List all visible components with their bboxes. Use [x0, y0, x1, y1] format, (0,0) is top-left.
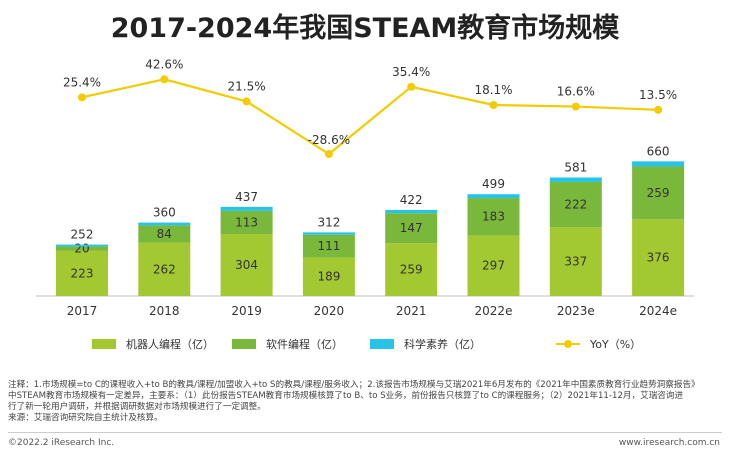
- data-label-robot-2023e: 337: [564, 255, 587, 269]
- bar-segment-science-2023e: [549, 177, 602, 182]
- yoy-label-2019: 21.5%: [228, 79, 266, 93]
- legend-swatch-yoy: [556, 339, 580, 349]
- yoy-label-2021: 35.4%: [392, 65, 430, 79]
- bar-segment-software-2020: [302, 234, 355, 258]
- yoy-point-2021: [407, 82, 416, 91]
- footer-divider: [8, 432, 722, 433]
- legend-label-yoy: YoY（%）: [590, 338, 642, 351]
- footer-website: www.iresearch.com.cn: [618, 438, 720, 448]
- bar-segment-science-2017: [56, 244, 108, 247]
- data-label-software-2017: 20: [74, 241, 89, 255]
- yoy-point-2022e: [489, 100, 498, 109]
- chart-notes: 注释：1.市场规模=to C的课程收入+to B的教具/课程/加盟收入+to S…: [8, 380, 722, 424]
- x-tick-label-2017: 2017: [67, 304, 98, 318]
- yoy-label-2017: 25.4%: [63, 75, 101, 89]
- bar-segment-robot-2017: [56, 250, 108, 296]
- yoy-point-2024e: [654, 105, 663, 114]
- data-label-robot-2018: 262: [153, 262, 176, 276]
- yoy-line: [81, 78, 659, 156]
- yoy-label-2023e: 16.6%: [557, 85, 595, 99]
- data-label-robot-2020: 189: [317, 270, 340, 284]
- total-label-2022e: 499: [482, 177, 505, 191]
- bar-segment-robot-2020: [302, 257, 355, 296]
- bar-segment-software-2024e: [632, 166, 685, 220]
- total-label-2017: 252: [71, 228, 94, 242]
- yoy-label-2022e: 18.1%: [474, 83, 512, 97]
- total-label-2023e: 581: [564, 160, 587, 174]
- legend-label-robot: 机器人编程（亿）: [126, 338, 214, 351]
- bar-segment-software-2019: [220, 210, 273, 234]
- total-label-2021: 422: [400, 193, 423, 207]
- yoy-label-2024e: 13.5%: [639, 88, 677, 102]
- x-tick-label-2021: 2021: [396, 304, 427, 318]
- bar-segment-science-2018: [138, 222, 191, 226]
- yoy-point-2023e: [571, 102, 580, 111]
- bar-segment-science-2020: [302, 232, 355, 235]
- data-label-software-2020: 111: [317, 239, 340, 253]
- legend-item-robot: 机器人编程（亿）: [92, 336, 214, 352]
- bar-segment-software-2023e: [549, 181, 602, 228]
- data-label-robot-2022e: 297: [482, 259, 505, 273]
- bar-segment-science-2022e: [467, 194, 520, 199]
- data-label-software-2024e: 259: [647, 186, 670, 200]
- yoy-label-2018: 42.6%: [145, 57, 183, 71]
- bar-segment-science-2024e: [632, 161, 685, 167]
- legend-swatch-science: [370, 339, 394, 349]
- total-label-2020: 312: [317, 215, 340, 229]
- yoy-point-2020: [324, 150, 333, 159]
- data-label-robot-2021: 259: [400, 263, 423, 277]
- chart-title: 2017-2024年我国STEAM教育市场规模: [110, 13, 620, 44]
- data-label-robot-2024e: 376: [647, 251, 670, 265]
- data-label-robot-2019: 304: [235, 258, 258, 272]
- yoy-label-2020: -28.6%: [308, 133, 350, 147]
- bar-segment-robot-2021: [385, 243, 438, 296]
- data-label-software-2021: 147: [400, 221, 423, 235]
- bar-segment-science-2019: [220, 206, 273, 211]
- bar-segment-robot-2019: [220, 233, 273, 296]
- data-label-software-2018: 84: [157, 227, 172, 241]
- legend-swatch-software: [232, 339, 256, 349]
- total-label-2024e: 660: [647, 144, 670, 158]
- note-line-3: 行了新一轮用户调研，并根据调研数据对市场规模进行了一定调整。: [8, 402, 266, 412]
- note-line-2: 中STEAM教育市场规模有一定差异，主要系：（1）此份报告STEAM教育市场规模…: [8, 391, 684, 401]
- yoy-point-2017: [78, 93, 86, 102]
- data-label-software-2022e: 183: [482, 210, 505, 224]
- bar-segment-robot-2018: [138, 242, 191, 296]
- bar-segment-software-2021: [385, 213, 438, 244]
- x-tick-label-2019: 2019: [231, 304, 262, 318]
- data-label-software-2019: 113: [235, 215, 258, 229]
- legend-swatch-robot: [92, 339, 116, 349]
- legend-label-science: 科学素养（亿）: [404, 338, 481, 351]
- bar-segment-robot-2022e: [467, 235, 520, 296]
- total-label-2018: 360: [153, 206, 176, 220]
- bar-segment-software-2017: [56, 246, 108, 251]
- legend-label-software: 软件编程（亿）: [266, 338, 343, 351]
- data-label-software-2023e: 222: [564, 198, 587, 212]
- x-tick-label-2024e: 2024e: [639, 304, 677, 318]
- x-tick-label-2022e: 2022e: [475, 304, 513, 318]
- bar-segment-robot-2024e: [632, 219, 685, 296]
- bar-segment-science-2021: [385, 209, 438, 214]
- note-line-1: 注释：1.市场规模=to C的课程收入+to B的教具/课程/加盟收入+to S…: [8, 380, 700, 390]
- x-tick-label-2020: 2020: [314, 304, 345, 318]
- legend: 机器人编程（亿） 软件编程（亿） 科学素养（亿） YoY（%）: [0, 336, 730, 356]
- legend-item-science: 科学素养（亿）: [370, 336, 481, 352]
- footer-copyright: ©2022.2 iResearch Inc.: [8, 438, 115, 448]
- x-tick-label-2018: 2018: [149, 304, 180, 318]
- bar-segment-software-2018: [138, 225, 191, 243]
- note-line-4: 来源：艾瑞咨询研究院自主统计及核算。: [8, 413, 163, 423]
- yoy-point-2019: [242, 97, 251, 106]
- bar-segment-robot-2023e: [549, 227, 602, 296]
- bar-segment-software-2022e: [467, 198, 520, 236]
- legend-item-software: 软件编程（亿）: [232, 336, 343, 352]
- data-label-robot-2017: 223: [71, 266, 94, 280]
- total-label-2019: 437: [235, 190, 258, 204]
- x-tick-label-2023e: 2023e: [557, 304, 595, 318]
- yoy-point-2018: [160, 75, 169, 84]
- legend-item-yoy: YoY（%）: [556, 336, 641, 352]
